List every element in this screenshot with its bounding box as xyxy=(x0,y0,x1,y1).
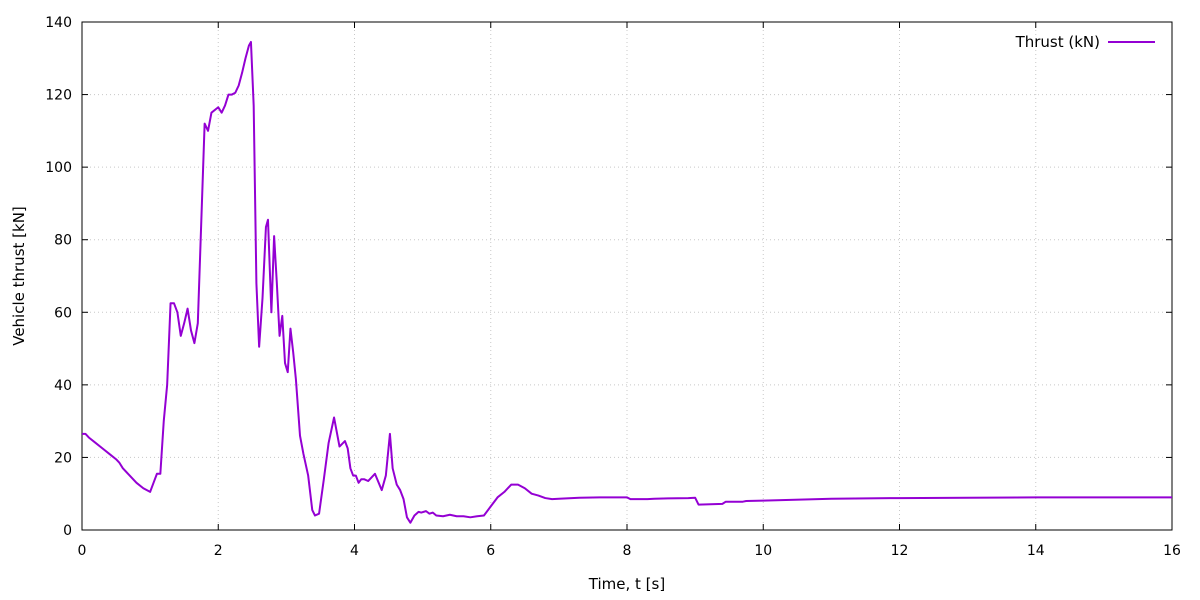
y-tick-label: 80 xyxy=(54,233,72,249)
y-tick-label: 120 xyxy=(45,88,72,104)
x-tick-label: 6 xyxy=(486,543,495,559)
grid xyxy=(82,22,1172,530)
x-tick-label: 4 xyxy=(350,543,359,559)
x-tick-label: 12 xyxy=(891,543,909,559)
legend-label: Thrust (kN) xyxy=(1015,33,1100,51)
y-tick-label: 0 xyxy=(63,523,72,539)
y-tick-label: 100 xyxy=(45,160,72,176)
x-tick-label: 16 xyxy=(1163,543,1181,559)
plot-frame xyxy=(81,21,1173,531)
y-tick-label: 60 xyxy=(54,305,72,321)
y-tick-label: 20 xyxy=(54,450,72,466)
series-group xyxy=(82,40,1172,524)
tick-labels: 0 2 4 6 8 10 12 14 16 0 20 40 60 80 100 120 140 xyxy=(45,15,1181,559)
y-tick-label: 140 xyxy=(45,15,72,31)
x-tick-label: 8 xyxy=(623,543,632,559)
x-tick-label: 2 xyxy=(214,543,223,559)
x-tick-label: 0 xyxy=(78,543,87,559)
legend: Thrust (kN) xyxy=(1015,33,1155,51)
y-axis-title: Vehicle thrust [kN] xyxy=(10,206,28,346)
x-tick-label: 14 xyxy=(1027,543,1045,559)
series-line-thrust xyxy=(82,40,1172,524)
x-axis-title: Time, t [s] xyxy=(588,575,665,593)
x-tick-label: 10 xyxy=(754,543,772,559)
y-tick-label: 40 xyxy=(54,378,72,394)
